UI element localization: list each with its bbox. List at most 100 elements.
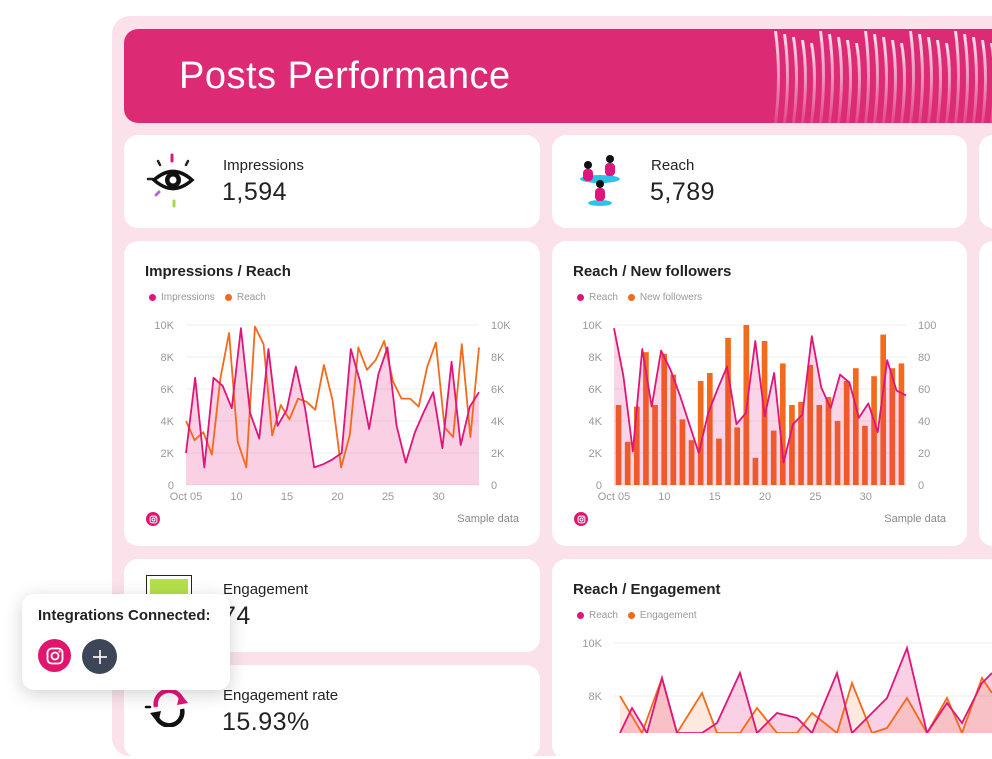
y-left-tick-label: 2K [589, 448, 603, 460]
legend-label: Impressions [161, 292, 215, 303]
legend-label: New followers [639, 292, 703, 303]
bar [779, 363, 786, 485]
banner-stripe [819, 31, 825, 123]
add-integration-button[interactable] [82, 639, 117, 674]
banner-stripe [882, 37, 888, 123]
popup-title: Integrations Connected: [38, 607, 211, 624]
bar [725, 337, 731, 485]
page-banner: Posts Performance [124, 29, 992, 123]
banner-stripe [918, 34, 924, 123]
y-left-tick-label: 8K [589, 691, 603, 703]
legend-dot [627, 294, 635, 301]
legend-label: Reach [236, 292, 266, 303]
banner-stripe [837, 37, 843, 123]
series-area [186, 328, 479, 485]
banner-stripe [927, 37, 933, 123]
bar [679, 419, 686, 485]
impressions-value: 1,594 [222, 178, 288, 206]
legend-item-reach[interactable]: Reach [577, 610, 618, 621]
legend-label: Reach [589, 292, 618, 303]
banner-stripe [846, 40, 852, 123]
people-icon [580, 155, 620, 206]
x-tick-label: 10 [658, 491, 670, 503]
banner-stripe [945, 43, 951, 123]
impressions-label: Impressions [223, 157, 304, 174]
bar [706, 373, 713, 485]
bar [716, 438, 722, 485]
banner-stripe [855, 43, 861, 123]
bar [770, 430, 777, 485]
y-left-tick-label: 6K [161, 384, 175, 396]
bar [752, 457, 759, 485]
banner-stripe [774, 31, 780, 123]
instagram-icon[interactable] [38, 639, 71, 672]
banner-stripe [900, 43, 906, 123]
y-left-tick-label: 0 [168, 480, 174, 492]
legend-item-reach[interactable]: Reach [577, 292, 618, 303]
series-line-reach [619, 645, 992, 733]
bar [643, 352, 649, 485]
series-line-impressions [185, 327, 480, 469]
x-tick-label: 15 [281, 491, 293, 503]
legend-item-new-followers[interactable]: New followers [627, 292, 703, 303]
y-left-tick-label: 10K [582, 320, 602, 332]
engagement-rate-value: 15.93% [222, 708, 310, 736]
reach-card: Reach 5,789 [552, 135, 967, 228]
bar [843, 381, 850, 485]
reach-value: 5,789 [650, 178, 716, 206]
chart-title: Reach / New followers [573, 263, 732, 280]
legend-item-reach[interactable]: Reach [224, 292, 266, 303]
y-left-tick-label: 0 [596, 480, 602, 492]
y-right-tick-label: 6K [491, 384, 505, 396]
bar [697, 381, 704, 485]
y-left-tick-label: 8K [161, 352, 175, 364]
banner-decoration [774, 31, 992, 123]
legend-dot [627, 612, 635, 619]
bar [889, 368, 896, 485]
chart-legend: Reach Engagement [577, 610, 697, 621]
legend-dot [577, 294, 584, 301]
impressions-reach-chart: 0 2K 4K 6K 8K 10K 0 2K 4K 6K 8K 10K Oct 05 10 15 20 25 30 [154, 320, 511, 503]
banner-stripe [954, 31, 960, 123]
y-right-tick-label: 40 [918, 416, 930, 428]
x-tick-label: 20 [331, 491, 343, 503]
reach-followers-chart: 0 2K 4K 6K 8K 10K 0 20 40 60 80 100 Oct 05 10 15 20 25 30 [582, 320, 936, 503]
banner-stripe [972, 37, 978, 123]
legend-item-impressions[interactable]: Impressions [149, 292, 215, 303]
banner-stripe [801, 40, 807, 123]
reach-engagement-chart: 10K 8K [582, 638, 992, 733]
instagram-icon [146, 512, 160, 526]
sample-data-label: Sample data [884, 513, 946, 525]
plus-icon [92, 649, 107, 664]
legend-item-engagement[interactable]: Engagement [627, 610, 697, 621]
impressions-card: Impressions 1,594 [124, 135, 540, 228]
y-left-tick-label: 10K [154, 320, 174, 332]
bar [615, 405, 622, 485]
banner-stripe [792, 37, 798, 123]
bar [880, 334, 887, 485]
banner-stripe [783, 34, 789, 123]
legend-dot [149, 294, 156, 301]
reach-label: Reach [651, 157, 695, 174]
integrations-popup: Integrations Connected: [22, 594, 230, 690]
bar [798, 401, 804, 485]
bar [652, 405, 658, 485]
y-right-tick-label: 10K [491, 320, 511, 332]
y-right-tick-label: 60 [918, 384, 930, 396]
legend-label: Engagement [639, 610, 697, 621]
refresh-icon [144, 688, 188, 727]
legend-dot [577, 612, 584, 619]
bar [862, 425, 868, 485]
banner-stripe [936, 40, 942, 123]
banner-stripe [909, 31, 915, 123]
y-right-tick-label: 0 [918, 480, 924, 492]
series-line-reach [613, 328, 907, 464]
y-left-tick-label: 10K [582, 638, 602, 650]
x-tick-label: 25 [809, 491, 821, 503]
y-right-tick-label: 4K [491, 416, 505, 428]
y-left-tick-label: 4K [589, 416, 603, 428]
series-line-engagement [619, 675, 992, 733]
bar [624, 441, 631, 485]
instagram-icon [574, 512, 588, 526]
y-right-tick-label: 2K [491, 448, 505, 460]
